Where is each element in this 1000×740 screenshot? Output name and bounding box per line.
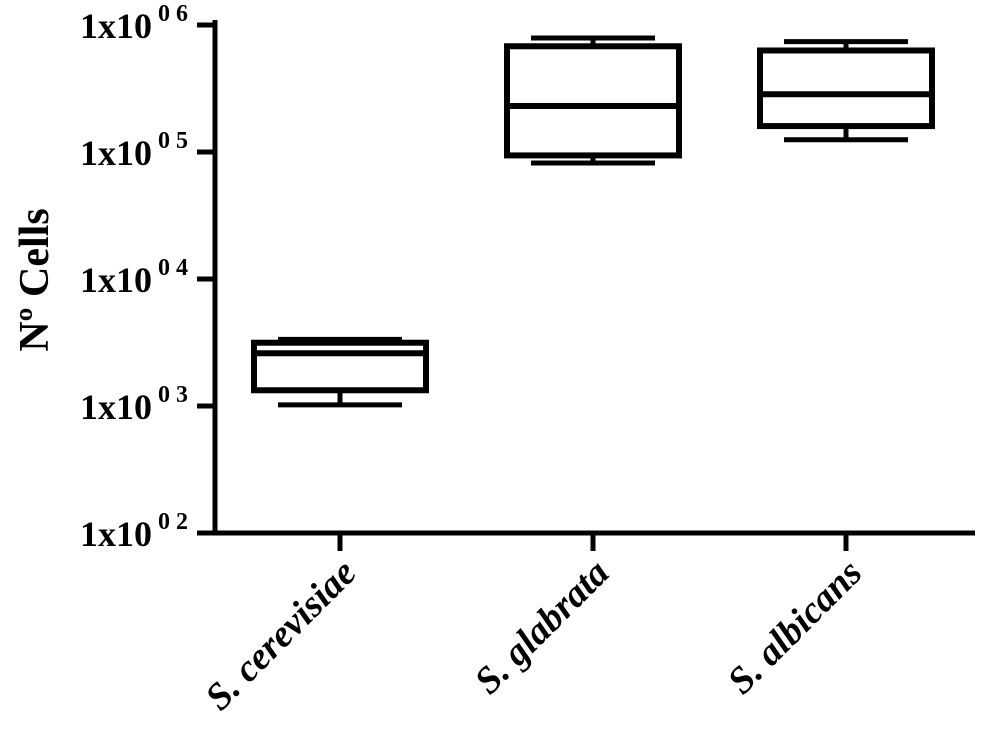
y-tick-label: 1x10 0 3 xyxy=(80,382,188,427)
box-2 xyxy=(504,35,682,166)
y-tick-label-base: 1x10 xyxy=(80,6,152,46)
box-1 xyxy=(251,336,429,408)
y-tick-label-exponent: 0 4 xyxy=(158,255,188,281)
y-tick-label-base: 1x10 xyxy=(80,260,152,300)
box-iqr xyxy=(757,47,935,130)
y-tick-label-exponent: 0 2 xyxy=(158,509,188,535)
x-category-label: S. cerevisiae xyxy=(197,552,364,719)
box-3 xyxy=(757,39,935,143)
y-tick-label-exponent: 0 6 xyxy=(158,1,188,27)
y-tick-label: 1x10 0 4 xyxy=(80,255,188,300)
y-tick-label: 1x10 0 5 xyxy=(80,128,188,173)
box-iqr xyxy=(504,43,682,159)
y-axis-label: Nº Cells xyxy=(12,208,58,351)
boxes xyxy=(251,35,935,408)
y-tick-label-exponent: 0 3 xyxy=(158,382,188,408)
y-tick-label-base: 1x10 xyxy=(80,133,152,173)
y-tick-label: 1x10 0 2 xyxy=(80,509,188,554)
y-tick-label-base: 1x10 xyxy=(80,514,152,554)
y-tick-label-exponent: 0 5 xyxy=(158,128,188,154)
y-tick-label-base: 1x10 xyxy=(80,387,152,427)
x-category-label: S. glabrata xyxy=(467,552,618,703)
x-category-label: S. albicans xyxy=(720,552,871,703)
y-tick-label: 1x10 0 6 xyxy=(80,1,188,46)
x-ticks: S. cerevisiae S. glabrata S. albicans xyxy=(197,533,870,719)
box-iqr xyxy=(251,339,429,394)
